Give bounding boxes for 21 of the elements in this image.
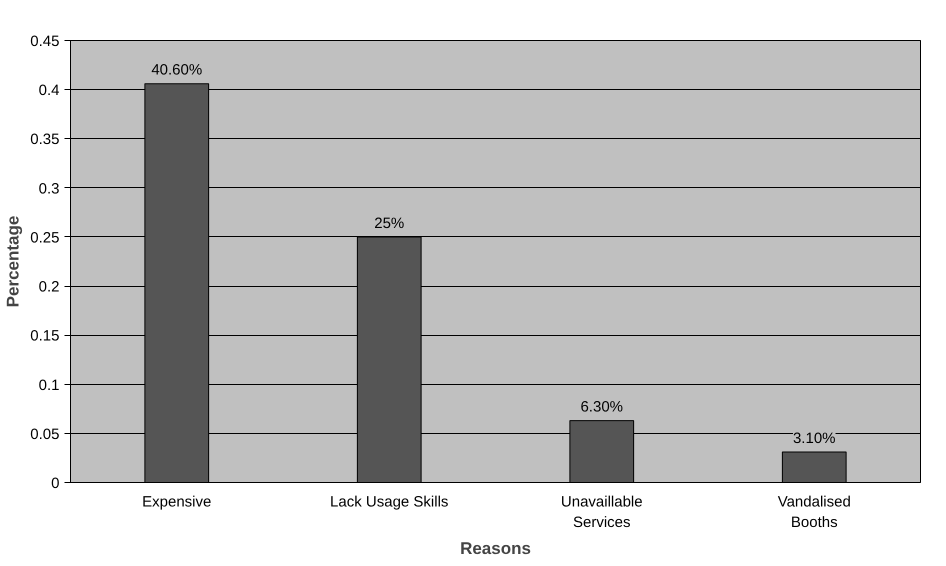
x-tick-label: Expensive bbox=[142, 494, 212, 510]
y-axis-title: Percentage bbox=[3, 216, 22, 308]
y-tick-label: 0.4 bbox=[38, 82, 60, 100]
y-tick-label: 0.45 bbox=[30, 33, 60, 50]
y-tick-label: 0.25 bbox=[30, 229, 60, 246]
y-tick-label: 0 bbox=[51, 475, 60, 492]
x-tick-label: Vandalised Booths bbox=[778, 494, 851, 531]
y-tick-label: 0.3 bbox=[38, 180, 60, 198]
data-label: 25% bbox=[374, 214, 404, 232]
y-tick-label: 0.15 bbox=[30, 328, 60, 345]
x-axis-title: Reasons bbox=[460, 538, 531, 558]
y-tick-label: 0.35 bbox=[30, 131, 60, 148]
data-label: 40.60% bbox=[151, 62, 202, 79]
data-label: 3.10% bbox=[792, 430, 836, 448]
x-tick-label: Lack Usage Skills bbox=[330, 494, 448, 510]
bar bbox=[782, 452, 847, 482]
data-label: 6.30% bbox=[580, 398, 624, 416]
y-tick-label: 0.1 bbox=[38, 376, 60, 394]
y-tick-label: 0.2 bbox=[38, 278, 60, 296]
y-tick-label: 0.05 bbox=[30, 426, 60, 443]
x-tick-label: Unavaillable Services bbox=[560, 494, 643, 531]
